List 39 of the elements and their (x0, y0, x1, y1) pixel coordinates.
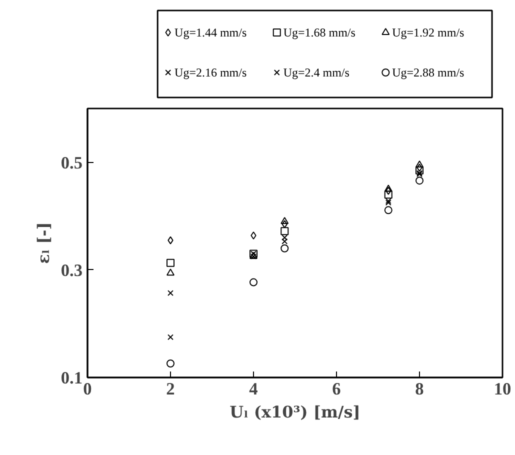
point (416, 176, 424, 185)
x-tick-label: 8 (415, 380, 424, 398)
point (250, 231, 256, 240)
point (168, 290, 174, 296)
legend-label: Ug=1.68 mm/s (283, 26, 356, 40)
y-axis-title: εₗ [-] (34, 222, 53, 264)
legend-label: Ug=2.16 mm/s (174, 66, 247, 80)
legend-label: Ug=1.92 mm/s (392, 26, 465, 40)
y-tick-label: 0.1 (60, 368, 83, 388)
point (416, 166, 424, 174)
point (282, 234, 288, 241)
point (384, 190, 392, 199)
point (386, 186, 392, 195)
point (282, 238, 288, 244)
x-tick-label: 4 (249, 380, 258, 398)
x-tick-label: 0 (83, 380, 92, 398)
x-tick-label: 2 (166, 380, 175, 398)
point (166, 268, 174, 276)
y-tick-label: 0.3 (60, 260, 83, 280)
point (282, 220, 288, 228)
point (168, 334, 174, 340)
point (280, 227, 289, 236)
point (384, 206, 392, 214)
point (280, 244, 289, 252)
point (166, 360, 174, 368)
legend-label: Ug=1.44 mm/s (174, 26, 247, 40)
legend-label: Ug=2.4 mm/s (283, 66, 350, 80)
y-tick-label: 0.5 (60, 153, 83, 172)
point (250, 278, 258, 286)
x-tick-label: 6 (332, 380, 342, 398)
point (168, 236, 174, 244)
x-axis-title: Uₗ (x10³) [m/s] (230, 402, 360, 422)
point (416, 160, 424, 168)
point (280, 216, 289, 224)
point (416, 164, 422, 172)
point (166, 258, 174, 267)
legend-label: Ug=2.88 mm/s (392, 66, 465, 80)
point (384, 184, 392, 192)
x-tick-label: 10 (494, 380, 512, 398)
